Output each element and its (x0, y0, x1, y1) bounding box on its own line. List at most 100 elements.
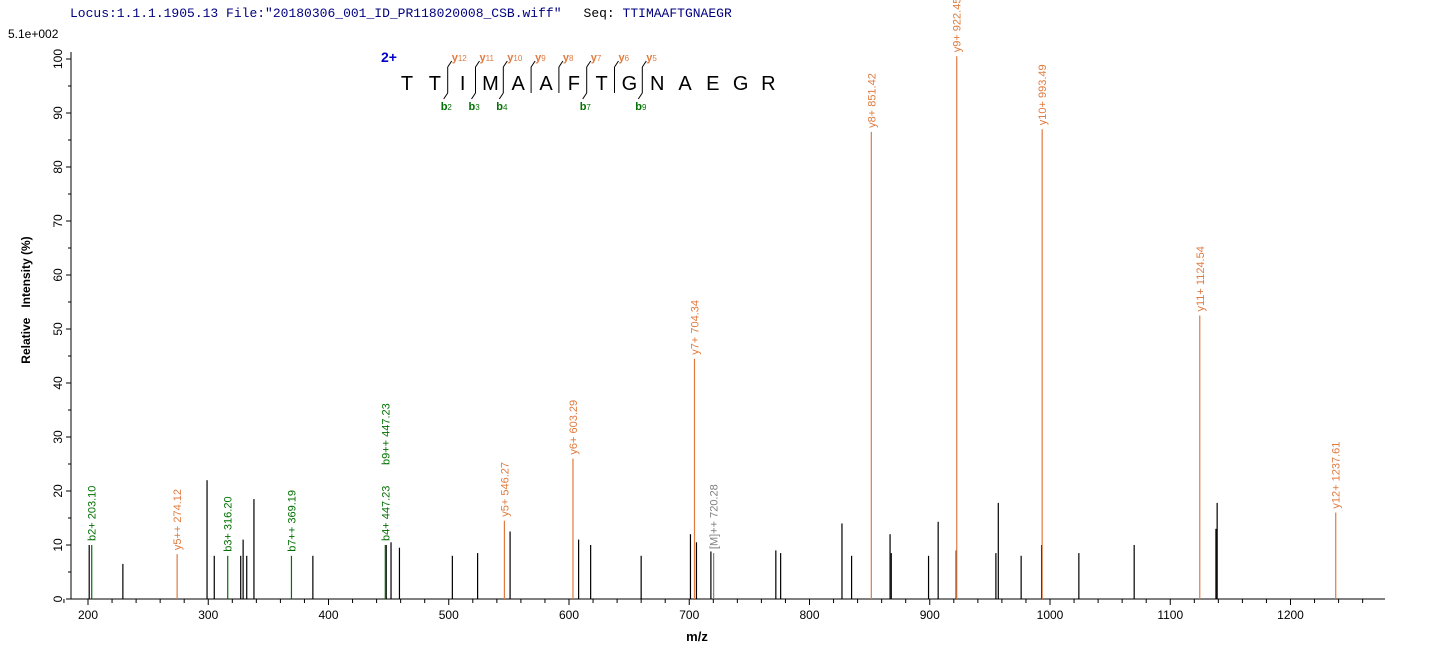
peak-label: b9++ 447.23 (380, 403, 392, 465)
x-tick-label: 1100 (1157, 608, 1183, 622)
b-cleavage-flag (443, 92, 449, 100)
peak-label: y7+ 704.34 (689, 300, 701, 355)
x-tick-label: 1200 (1277, 608, 1304, 622)
x-tick-label: 900 (920, 608, 940, 622)
residue: T (595, 73, 607, 95)
residue: A (678, 73, 692, 95)
charge-label: 2+ (381, 49, 397, 65)
b-ion-index: 7 (586, 103, 591, 112)
b-cleavage-flag (471, 92, 476, 100)
x-tick-label: 500 (439, 608, 459, 622)
y-cleavage-flag (530, 60, 536, 68)
residue: M (482, 73, 499, 95)
y-ion-index: 8 (569, 54, 574, 63)
axes: 0 10 20 30 40 50 60 70 80 90 100 200 300 400 500 600 700… (51, 49, 1385, 622)
max-intensity-label: 5.1e+002 (8, 27, 59, 41)
y-ion-index: 12 (458, 54, 467, 63)
y-tick-label: 10 (51, 538, 65, 552)
y-ion-label: y8 (563, 52, 574, 64)
y-tick-label: 80 (51, 160, 65, 174)
y-cleavage-flag (502, 60, 508, 68)
y-axis-label: Relative Intensity (%) (19, 236, 33, 363)
x-tick-label: 800 (799, 608, 819, 622)
peak-label: y12+ 1237.61 (1331, 442, 1343, 509)
peak-label: [M]++ 720.28 (709, 484, 721, 549)
peak-label: y8+ 851.42 (866, 73, 878, 128)
b-ion-index: 4 (503, 103, 508, 112)
y-ion-index: 11 (486, 54, 495, 63)
b-ion-label: b4 (496, 101, 508, 113)
x-axis-label: m/z (686, 629, 708, 644)
b-cleavage-flag (582, 92, 588, 100)
b-ion-label: b2 (441, 101, 453, 113)
y-ion-index: 9 (541, 54, 546, 63)
peak-label: b2+ 203.10 (87, 486, 99, 541)
y-ion-label: y12 (452, 52, 468, 64)
residue: A (512, 73, 526, 95)
y-ion-index: 5 (652, 54, 657, 63)
y-cleavage-flag (586, 60, 592, 68)
x-tick-label: 700 (679, 608, 699, 622)
residue: G (622, 73, 638, 95)
peak-label: y5+ 546.27 (499, 462, 511, 517)
x-tick-label: 400 (318, 608, 338, 622)
residue: N (650, 73, 664, 95)
x-tick-label: 300 (198, 608, 218, 622)
y-tick-label: 20 (51, 484, 65, 498)
file-text: File:"20180306_001_ID_PR118020008_CSB.wi… (226, 6, 562, 21)
y-tick-label: 30 (51, 430, 65, 444)
y-ion-index: 10 (513, 54, 522, 63)
peak-label: b4+ 447.23 (380, 486, 392, 541)
y-tick-label: 0 (51, 595, 65, 602)
b-cleavage-flag (498, 92, 504, 100)
peak-label: y6+ 603.29 (568, 400, 580, 455)
residue: A (539, 73, 553, 95)
y-cleavage-flag (558, 60, 564, 68)
y-ion-label: y7 (591, 52, 602, 64)
spectrum-header: Locus:1.1.1.1905.13 File:"20180306_001_I… (70, 6, 732, 21)
y-tick-label: 60 (51, 268, 65, 282)
y-tick-label: 100 (51, 49, 65, 69)
b-ion-label: b7 (580, 101, 592, 113)
y-ion-index: 6 (625, 54, 630, 63)
residue: T (429, 73, 441, 95)
y-cleavage-flag (447, 60, 453, 68)
y-tick-label: 90 (51, 106, 65, 120)
y-tick-label: 50 (51, 322, 65, 336)
x-tick-label: 600 (559, 608, 579, 622)
b-ion-label: b3 (469, 101, 481, 113)
y-ion-label: y10 (507, 52, 523, 64)
y-tick-label: 40 (51, 376, 65, 390)
b-ion-index: 9 (642, 103, 647, 112)
y-cleavage-flag (614, 60, 619, 68)
y-ion-label: y6 (619, 52, 630, 64)
peak-label: b3+ 316.20 (223, 496, 235, 551)
b-ion-label: b9 (635, 101, 647, 113)
peak-label: y5++ 274.12 (172, 489, 184, 550)
residue: G (733, 73, 749, 95)
y-cleavage-flag (475, 60, 480, 68)
peak-label: b7++ 369.19 (286, 490, 298, 552)
y-ion-index: 7 (597, 54, 602, 63)
y-ion-label: y5 (646, 52, 657, 64)
y-ion-label: y11 (480, 52, 495, 64)
peak-label: y10+ 993.49 (1037, 64, 1049, 125)
b-ion-index: 3 (475, 103, 480, 112)
y-ion-label: y9 (535, 52, 546, 64)
residue: I (460, 73, 466, 95)
seq-text: TTIMAAFTGNAEGR (622, 6, 732, 21)
y-cleavage-flag (641, 60, 647, 68)
residue: F (568, 73, 580, 95)
residue: E (706, 73, 719, 95)
x-tick-label: 1000 (1037, 608, 1064, 622)
residue: T (401, 73, 413, 95)
peak-label: y11+ 1124.54 (1195, 246, 1207, 311)
y-tick-label: 70 (51, 214, 65, 228)
seq-label: Seq: (583, 6, 615, 21)
peaks: b2+ 203.10 y5++ 274.12 b3+ 316.20 b7++ 369.… (87, 0, 1343, 599)
b-ion-index: 2 (447, 103, 452, 112)
b-cleavage-flag (637, 92, 643, 100)
residue: R (761, 73, 775, 95)
